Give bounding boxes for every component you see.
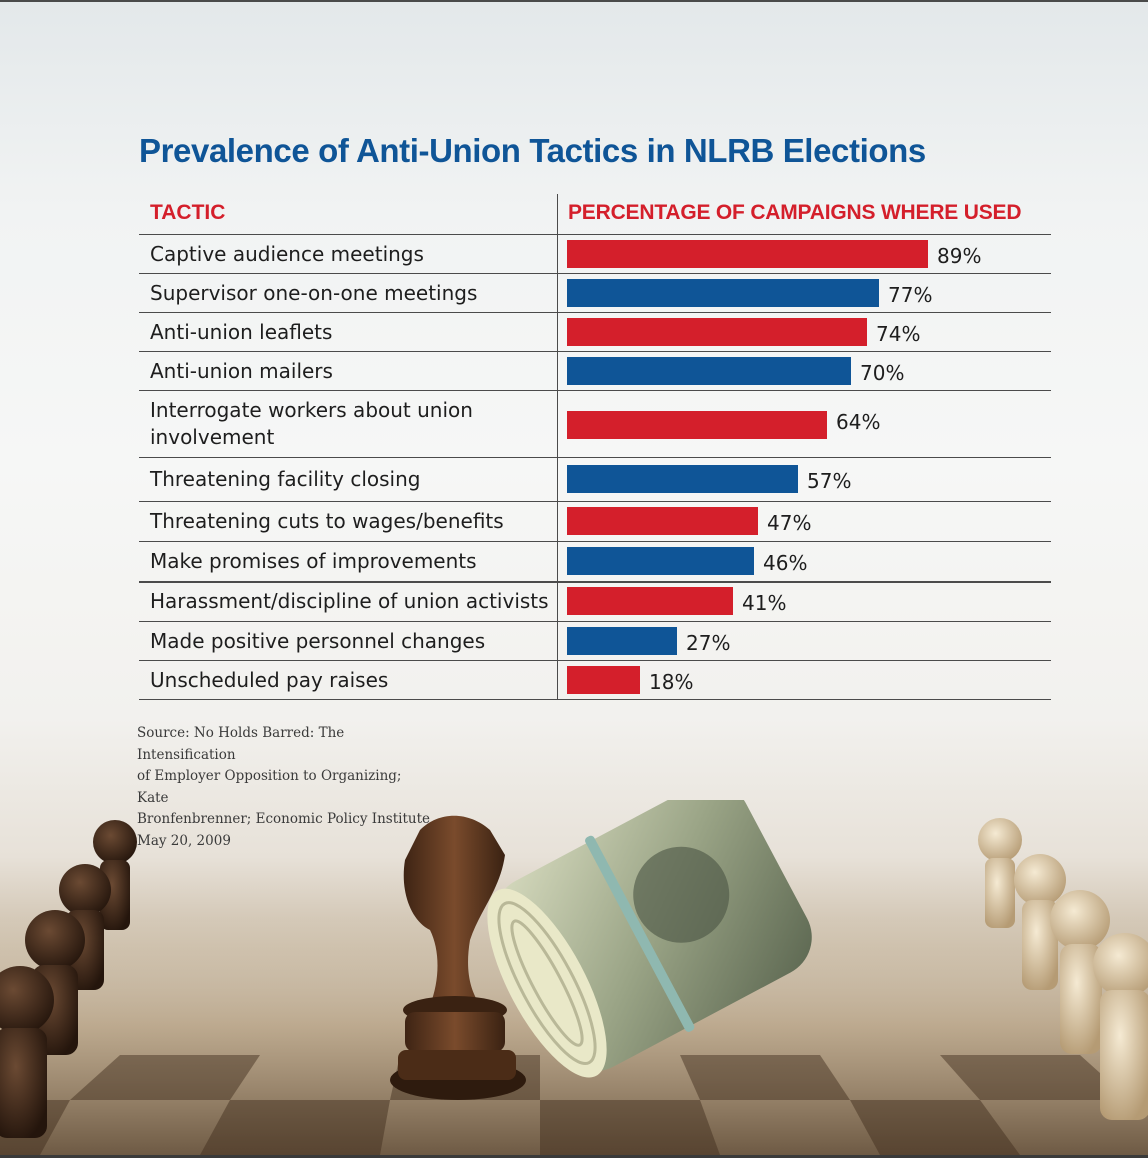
column-header-percentage: PERCENTAGE OF CAMPAIGNS WHERE USED [568,201,1022,224]
money-roll-icon [487,800,812,1078]
bar [567,507,758,535]
bottom-border [0,1155,1148,1158]
bar [567,627,677,655]
row-separator [139,581,1051,583]
row-separator [139,273,1051,274]
tactic-label: Anti-union leaflets [150,319,333,344]
column-header-tactic: TACTIC [150,201,226,224]
tactic-label: Made positive personnel changes [150,628,486,653]
row-separator [139,660,1051,661]
row-separator [139,699,1051,700]
light-pawns [978,818,1148,1120]
value-label: 70% [860,361,905,385]
top-border [0,0,1148,2]
value-label: 47% [767,511,812,535]
bar [567,587,733,615]
row-separator [139,457,1051,458]
value-label: 41% [742,591,787,615]
bar [567,411,827,439]
bar [567,666,640,694]
value-label: 27% [686,631,731,655]
source-line: of Employer Opposition to Organizing; Ka… [137,768,402,806]
tactic-label: Anti-union mailers [150,358,333,383]
bar [567,279,879,307]
bar [567,318,867,346]
row-separator [139,501,1051,502]
row-separator [139,390,1051,391]
row-separator [139,351,1051,352]
tactic-label: Unscheduled pay raises [150,667,389,692]
source-line: May 20, 2009 [137,832,231,849]
value-label: 46% [763,551,808,575]
bar [567,465,798,493]
value-label: 77% [888,283,933,307]
source-line: Source: No Holds Barred: The Intensifica… [137,725,345,763]
tactic-label: Harassment/discipline of union activists [150,589,549,613]
tactic-label: Threatening facility closing [150,467,421,491]
tactic-label: Captive audience meetings [150,241,424,266]
source-note: Source: No Holds Barred: The Intensifica… [137,723,437,852]
value-label: 18% [649,670,694,694]
chess-knight-icon [390,815,526,1100]
row-separator [139,541,1051,542]
chess-scene-illustration [0,800,1148,1155]
tactic-label: Supervisor one-on-one meetings [150,280,478,305]
tactic-label: Threatening cuts to wages/benefits [150,509,504,533]
bar [567,240,928,268]
source-line: Bronfenbrenner; Economic Policy Institut… [137,811,435,827]
chart-title: Prevalence of Anti-Union Tactics in NLRB… [139,132,926,169]
row-separator [139,621,1051,622]
dark-pawns [0,820,137,1138]
tactic-label: Interrogate workers about union involvem… [150,398,473,449]
row-separator [139,312,1051,313]
value-label: 89% [937,244,982,268]
value-label: 74% [876,322,921,346]
tactic-label: Make promises of improvements [150,549,477,573]
value-label: 64% [836,410,881,434]
bar [567,357,851,385]
value-label: 57% [807,469,852,493]
column-divider [557,194,558,699]
bar [567,547,754,575]
chessboard-squares [0,1055,1130,1155]
row-separator [139,234,1051,235]
